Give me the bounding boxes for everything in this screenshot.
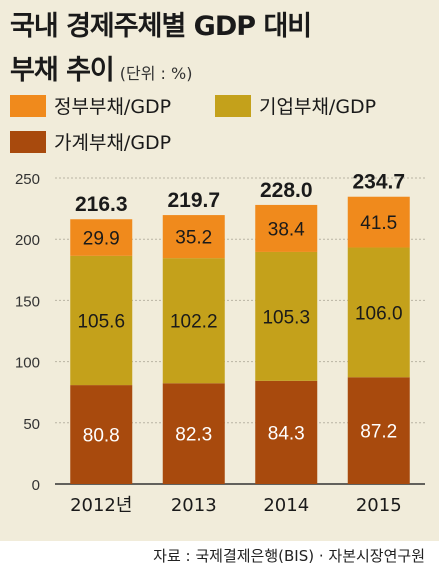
bar-segment-corporate [70, 255, 133, 386]
data-label-government: 38.4 [268, 219, 305, 240]
source-note: 자료 : 국제결제은행(BIS) · 자본시장연구원 [153, 547, 425, 565]
total-label: 228.0 [260, 179, 313, 202]
total-label: 216.3 [75, 193, 128, 216]
chart-unit: (단위 : %) [119, 64, 193, 83]
data-label-corporate: 106.0 [355, 303, 403, 324]
total-label: 234.7 [352, 171, 405, 194]
data-label-household: 87.2 [360, 422, 397, 443]
chart-title: 국내 경제주체별 GDP 대비 [10, 11, 312, 42]
legend-swatch-household [10, 130, 46, 153]
y-tick-label: 50 [23, 416, 40, 433]
legend-item-corporate: 기업부채/GDP [215, 92, 376, 119]
bar-segment-household [70, 385, 133, 484]
x-tick-label: 2013 [171, 495, 217, 516]
bar-segment-government [162, 215, 225, 259]
total-label: 219.7 [167, 189, 220, 212]
chart-title-line2: 부채 추이 (단위 : %) [10, 48, 192, 87]
data-label-household: 82.3 [175, 425, 212, 446]
y-tick-label: 100 [15, 355, 40, 372]
chart-canvas: 국내 경제주체별 GDP 대비 부채 추이 (단위 : %) 정부부채/GDP 기… [0, 0, 439, 541]
bar-segment-corporate [255, 251, 318, 381]
bar-segment-corporate [347, 247, 410, 378]
data-label-household: 80.8 [83, 426, 120, 447]
y-tick-label: 250 [15, 171, 40, 188]
bar-segment-household [347, 377, 410, 484]
bar-segment-government [70, 219, 133, 256]
y-tick-label: 200 [15, 232, 40, 249]
data-label-corporate: 102.2 [170, 312, 218, 333]
legend-swatch-corporate [215, 94, 251, 117]
x-tick-label: 2014 [263, 495, 309, 516]
x-tick-label: 2012년 [70, 495, 132, 516]
data-label-household: 84.3 [268, 423, 305, 444]
data-label-corporate: 105.6 [77, 311, 125, 332]
bar-segment-government [347, 196, 410, 248]
data-label-government: 29.9 [83, 229, 120, 250]
data-label-corporate: 105.3 [262, 307, 310, 328]
chart-title-line2-text: 부채 추이 [10, 55, 115, 86]
bar-segment-household [255, 380, 318, 484]
data-label-government: 41.5 [360, 213, 397, 234]
legend-label-corporate: 기업부채/GDP [259, 96, 377, 118]
legend-label-government: 정부부채/GDP [54, 96, 172, 118]
x-tick-label: 2015 [356, 495, 402, 516]
bar-segment-government [255, 204, 318, 252]
stacked-bar-chart: 0 50 100 150 200 250 80.8 105.6 29.9 216.3 2012년 82… [15, 171, 425, 516]
bar-segment-household [162, 383, 225, 484]
legend-swatch-government [10, 94, 46, 117]
bar-segment-corporate [162, 258, 225, 384]
data-label-government: 35.2 [175, 228, 212, 249]
legend-label-household: 가계부채/GDP [54, 132, 172, 154]
y-tick-label: 0 [32, 477, 40, 494]
y-tick-label: 150 [15, 293, 40, 310]
legend-item-household: 가계부채/GDP [10, 128, 171, 155]
legend-item-government: 정부부채/GDP [10, 92, 171, 119]
